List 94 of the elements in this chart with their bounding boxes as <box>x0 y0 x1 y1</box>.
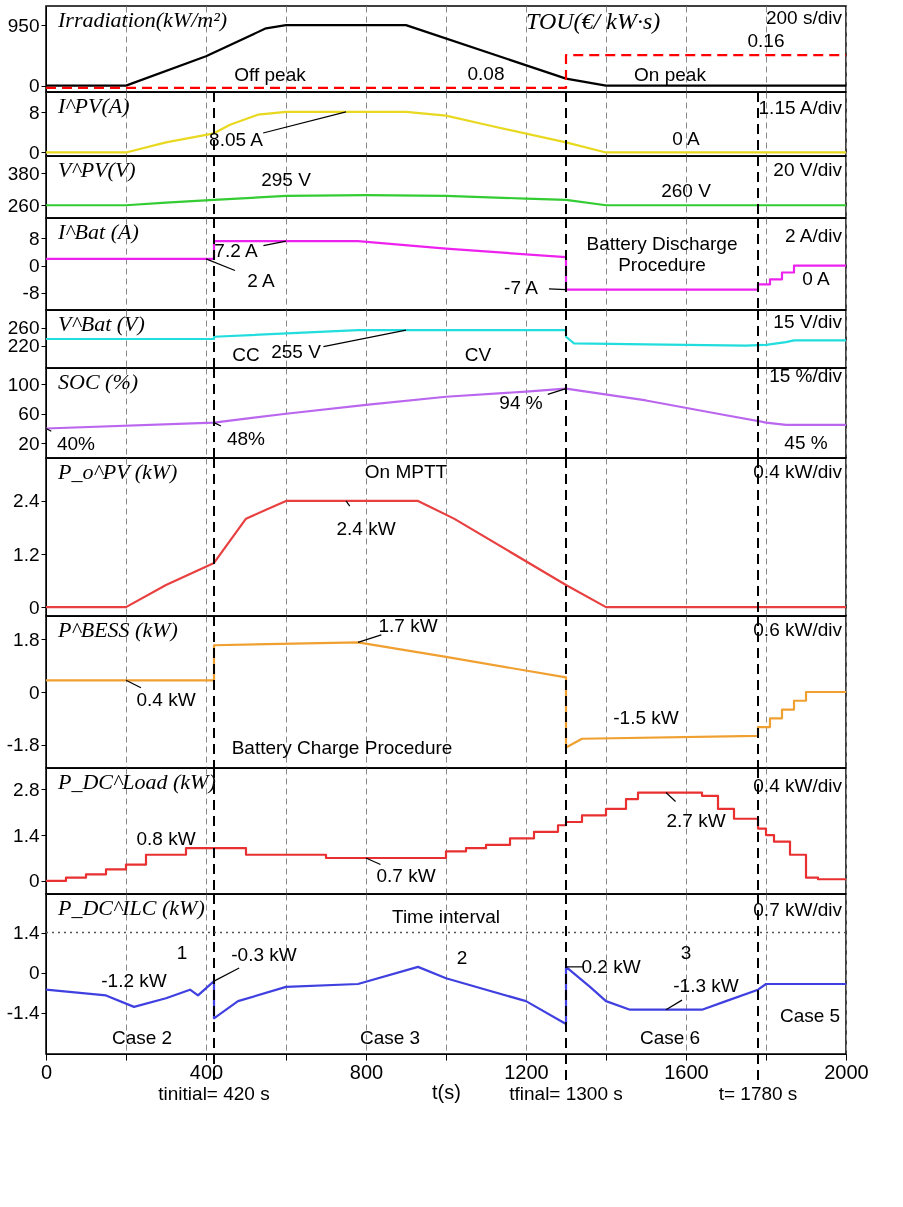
annotation: 8.05 A <box>209 128 264 150</box>
y-tick-label: 2.4 <box>13 490 40 512</box>
y-axis-title: SOC (%) <box>58 369 139 394</box>
annotation: Case 5 <box>779 1004 841 1026</box>
ref-line-label: tfinal= 1300 s <box>509 1083 623 1104</box>
x-tick-label: 1600 <box>664 1060 709 1083</box>
annotation: 0.7 kW <box>376 865 436 886</box>
annotation: 48% <box>226 427 266 449</box>
annotation: 45 % <box>784 431 828 453</box>
annotation: -0.3 kW <box>231 944 297 966</box>
annotation: 20 V/div <box>773 158 843 180</box>
y-tick-label: 380 <box>7 162 40 184</box>
y-tick-label: 0 <box>28 75 40 97</box>
y-tick-label: 0 <box>28 962 40 984</box>
y-tick-label: 100 <box>7 373 40 395</box>
y-tick-label: -1.4 <box>6 1002 40 1024</box>
y-tick-label: 1.8 <box>13 628 40 650</box>
annotation: CV <box>464 344 492 366</box>
y-axis-title: V^PV(V) <box>58 157 136 182</box>
line-series <box>46 499 846 609</box>
annotation: 200 s/div <box>765 7 843 29</box>
data-label: 0.08 <box>467 62 505 84</box>
y-tick-label: 8 <box>28 227 40 249</box>
annotation: Case 3 <box>359 1027 421 1048</box>
y-tick-label: 260 <box>7 194 40 216</box>
annotation: On MPTT <box>364 461 448 483</box>
annotation: Case 6 <box>639 1027 701 1048</box>
annotation: 260 V <box>661 180 712 202</box>
data-label: 0.16 <box>747 30 785 52</box>
annotation: -7 A <box>504 276 539 298</box>
x-axis-title: t(s) <box>432 1080 461 1103</box>
annotation: 1.7 kW <box>378 615 438 637</box>
annotation: 0.4 kW/div <box>753 774 843 796</box>
y-tick-label: 0 <box>28 596 40 618</box>
y-tick-label: -8 <box>22 282 40 304</box>
annotation: 0.8 kW <box>136 827 196 849</box>
y-tick-label: 20 <box>18 432 40 454</box>
annotation: 15 V/div <box>773 310 843 332</box>
annotation: 0.6 kW/div <box>753 618 843 640</box>
annotation: CC <box>232 344 260 366</box>
x-tick-label: 800 <box>349 1060 384 1083</box>
ref-line-label: t= 1780 s <box>718 1083 798 1104</box>
y-axis-title: V^Bat (V) <box>58 311 145 336</box>
annotation: 0.2 kW <box>581 955 641 977</box>
annotation: 2.7 kW <box>666 809 726 831</box>
annotation: 7.2 A <box>214 240 258 262</box>
y-tick-label: 0 <box>28 255 40 277</box>
annotation: 295 V <box>261 168 312 190</box>
annotation: -1.5 kW <box>613 706 679 728</box>
annotation: 3 <box>680 942 692 964</box>
y-tick-label: 2.8 <box>13 778 40 800</box>
annotation: 2 A/div <box>784 225 843 247</box>
annotation: 2 <box>456 947 468 968</box>
annotation: 1.15 A/div <box>758 97 843 118</box>
y-axis-title: I^Bat (A) <box>57 219 139 244</box>
annotation: 15 %/div <box>769 365 843 387</box>
annotation: Off peak <box>234 63 307 85</box>
annotation: 94 % <box>499 391 543 413</box>
annotation: 1 <box>176 942 188 964</box>
annotation: 2 A <box>247 269 276 291</box>
y-tick-label: 950 <box>7 14 40 36</box>
y-tick-label: 1.2 <box>13 543 40 565</box>
annotation: 0.4 kW <box>136 689 196 711</box>
annotation: Battery Discharge Procedure <box>586 232 738 275</box>
annotation: 0 A <box>672 128 701 150</box>
ref-line-label: Time interval <box>391 905 501 927</box>
annotation: -1.2 kW <box>101 969 167 991</box>
x-tick-label: 1200 <box>504 1060 549 1083</box>
ref-line-label: tinitial= 420 s <box>158 1083 270 1104</box>
y2-axis-title: TOU(€/ kW·s) <box>526 8 661 34</box>
x-tick-label: 2000 <box>824 1060 869 1083</box>
y-tick-label: 0 <box>28 141 40 163</box>
y-tick-label: 8 <box>28 101 40 123</box>
y-tick-label: 0 <box>28 870 40 892</box>
annotation: 2.4 kW <box>336 517 396 539</box>
y-tick-label: 0 <box>28 681 40 703</box>
annotation: 0 A <box>802 267 831 289</box>
y-axis-title: P_DC^Load (kW) <box>57 769 216 794</box>
annotation: -1.3 kW <box>673 974 739 996</box>
y-tick-label: 1.4 <box>13 922 40 944</box>
annotation: 0.4 kW/div <box>753 461 843 483</box>
annotation: Case 2 <box>111 1027 173 1048</box>
y-tick-label: 1.4 <box>13 824 40 846</box>
y-axis-title: Irradiation(kW/m²) <box>57 7 228 32</box>
y-tick-label: -1.8 <box>6 734 40 756</box>
y-axis-title: P^BESS (kW) <box>57 617 178 642</box>
annotation: 255 V <box>271 341 322 363</box>
y-axis-title: P_DC^ILC (kW) <box>57 895 205 920</box>
annotation: Battery Charge Procedure <box>231 737 453 759</box>
y-tick-label: 60 <box>18 403 40 425</box>
annotation: On peak <box>634 63 707 85</box>
y-axis-title: P_o^PV (kW) <box>57 459 178 484</box>
annotation: 40% <box>56 433 96 455</box>
y-axis-title: I^PV(A) <box>57 93 130 118</box>
